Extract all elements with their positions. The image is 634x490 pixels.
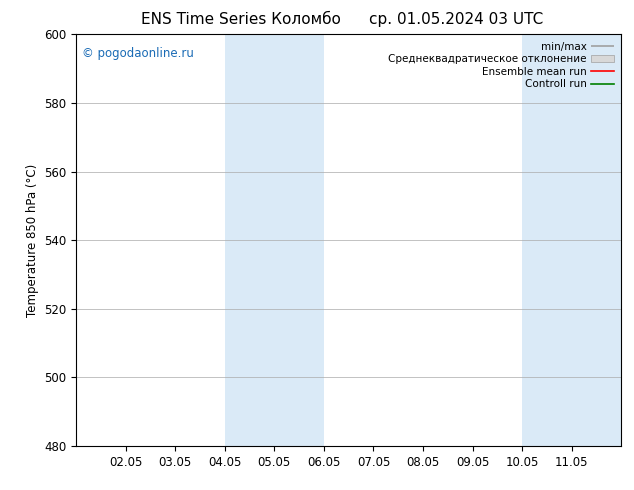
Bar	[572, 34, 621, 446]
Bar	[225, 34, 275, 446]
Text: ENS Time Series Коломбо: ENS Time Series Коломбо	[141, 12, 341, 27]
Text: ср. 01.05.2024 03 UTC: ср. 01.05.2024 03 UTC	[370, 12, 543, 27]
Bar	[275, 34, 324, 446]
Y-axis label: Temperature 850 hPa (°C): Temperature 850 hPa (°C)	[25, 164, 39, 317]
Legend: min/max, Среднеквадратическое отклонение, Ensemble mean run, Controll run: min/max, Среднеквадратическое отклонение…	[384, 37, 618, 94]
Bar	[522, 34, 572, 446]
Text: © pogodaonline.ru: © pogodaonline.ru	[82, 47, 193, 60]
